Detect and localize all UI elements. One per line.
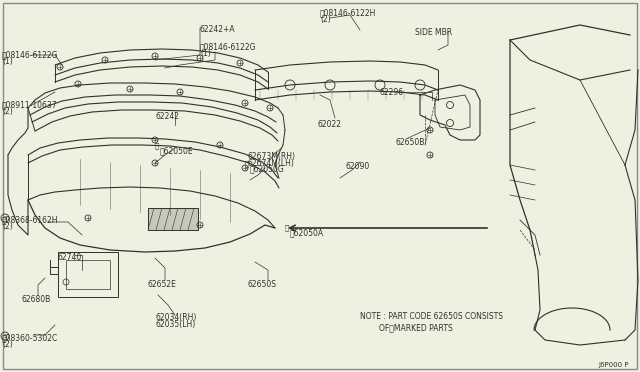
Text: 62650B: 62650B <box>395 138 424 147</box>
Text: 62022: 62022 <box>318 120 342 129</box>
Text: 62680B: 62680B <box>22 295 51 304</box>
Text: 62242+A: 62242+A <box>200 25 236 34</box>
Text: (2): (2) <box>320 15 331 24</box>
Text: (1): (1) <box>200 49 211 58</box>
Text: 62673M(RH): 62673M(RH) <box>248 152 296 161</box>
Text: 62296: 62296 <box>380 88 404 97</box>
Text: Ⓝ08360-5302C: Ⓝ08360-5302C <box>2 333 58 342</box>
Text: NOTE : PART CODE 62650S CONSISTS
        OF❎MARKED PARTS: NOTE : PART CODE 62650S CONSISTS OF❎MARK… <box>360 312 503 333</box>
Text: 62652E: 62652E <box>148 280 177 289</box>
Text: (2): (2) <box>2 222 13 231</box>
Text: S: S <box>3 334 7 339</box>
Text: ❎: ❎ <box>245 161 249 167</box>
Text: J6P000 P: J6P000 P <box>598 362 628 368</box>
Bar <box>148 208 198 230</box>
Text: 62034(RH): 62034(RH) <box>155 313 196 322</box>
Text: Ⓓ08146-6122G: Ⓓ08146-6122G <box>200 42 257 51</box>
Text: ❎62050G: ❎62050G <box>250 164 285 173</box>
Text: Ⓓ08146-6122H: Ⓓ08146-6122H <box>320 8 376 17</box>
Text: Ⓓ08146-6122G: Ⓓ08146-6122G <box>2 50 58 59</box>
Text: (1): (1) <box>2 57 13 66</box>
Bar <box>58 252 118 297</box>
Text: 62035(LH): 62035(LH) <box>155 320 195 329</box>
Text: ❎62050A: ❎62050A <box>290 228 324 237</box>
Text: Ⓚ08911-10637: Ⓚ08911-10637 <box>2 100 58 109</box>
Text: 62740: 62740 <box>58 253 83 262</box>
Text: 62090: 62090 <box>346 162 371 171</box>
Text: 62650S: 62650S <box>248 280 277 289</box>
Text: ❎: ❎ <box>285 225 289 231</box>
Text: (2): (2) <box>2 340 13 349</box>
Text: S: S <box>3 215 7 221</box>
Text: 62674M(LH): 62674M(LH) <box>248 159 295 168</box>
Text: ❎: ❎ <box>155 143 159 149</box>
Text: ❌08368-6162H: ❌08368-6162H <box>2 215 58 224</box>
Bar <box>66 260 110 289</box>
Text: SIDE MBR: SIDE MBR <box>415 28 452 37</box>
Text: 62242: 62242 <box>155 112 179 121</box>
Text: (2): (2) <box>2 107 13 116</box>
Text: ❎62050E: ❎62050E <box>160 146 194 155</box>
